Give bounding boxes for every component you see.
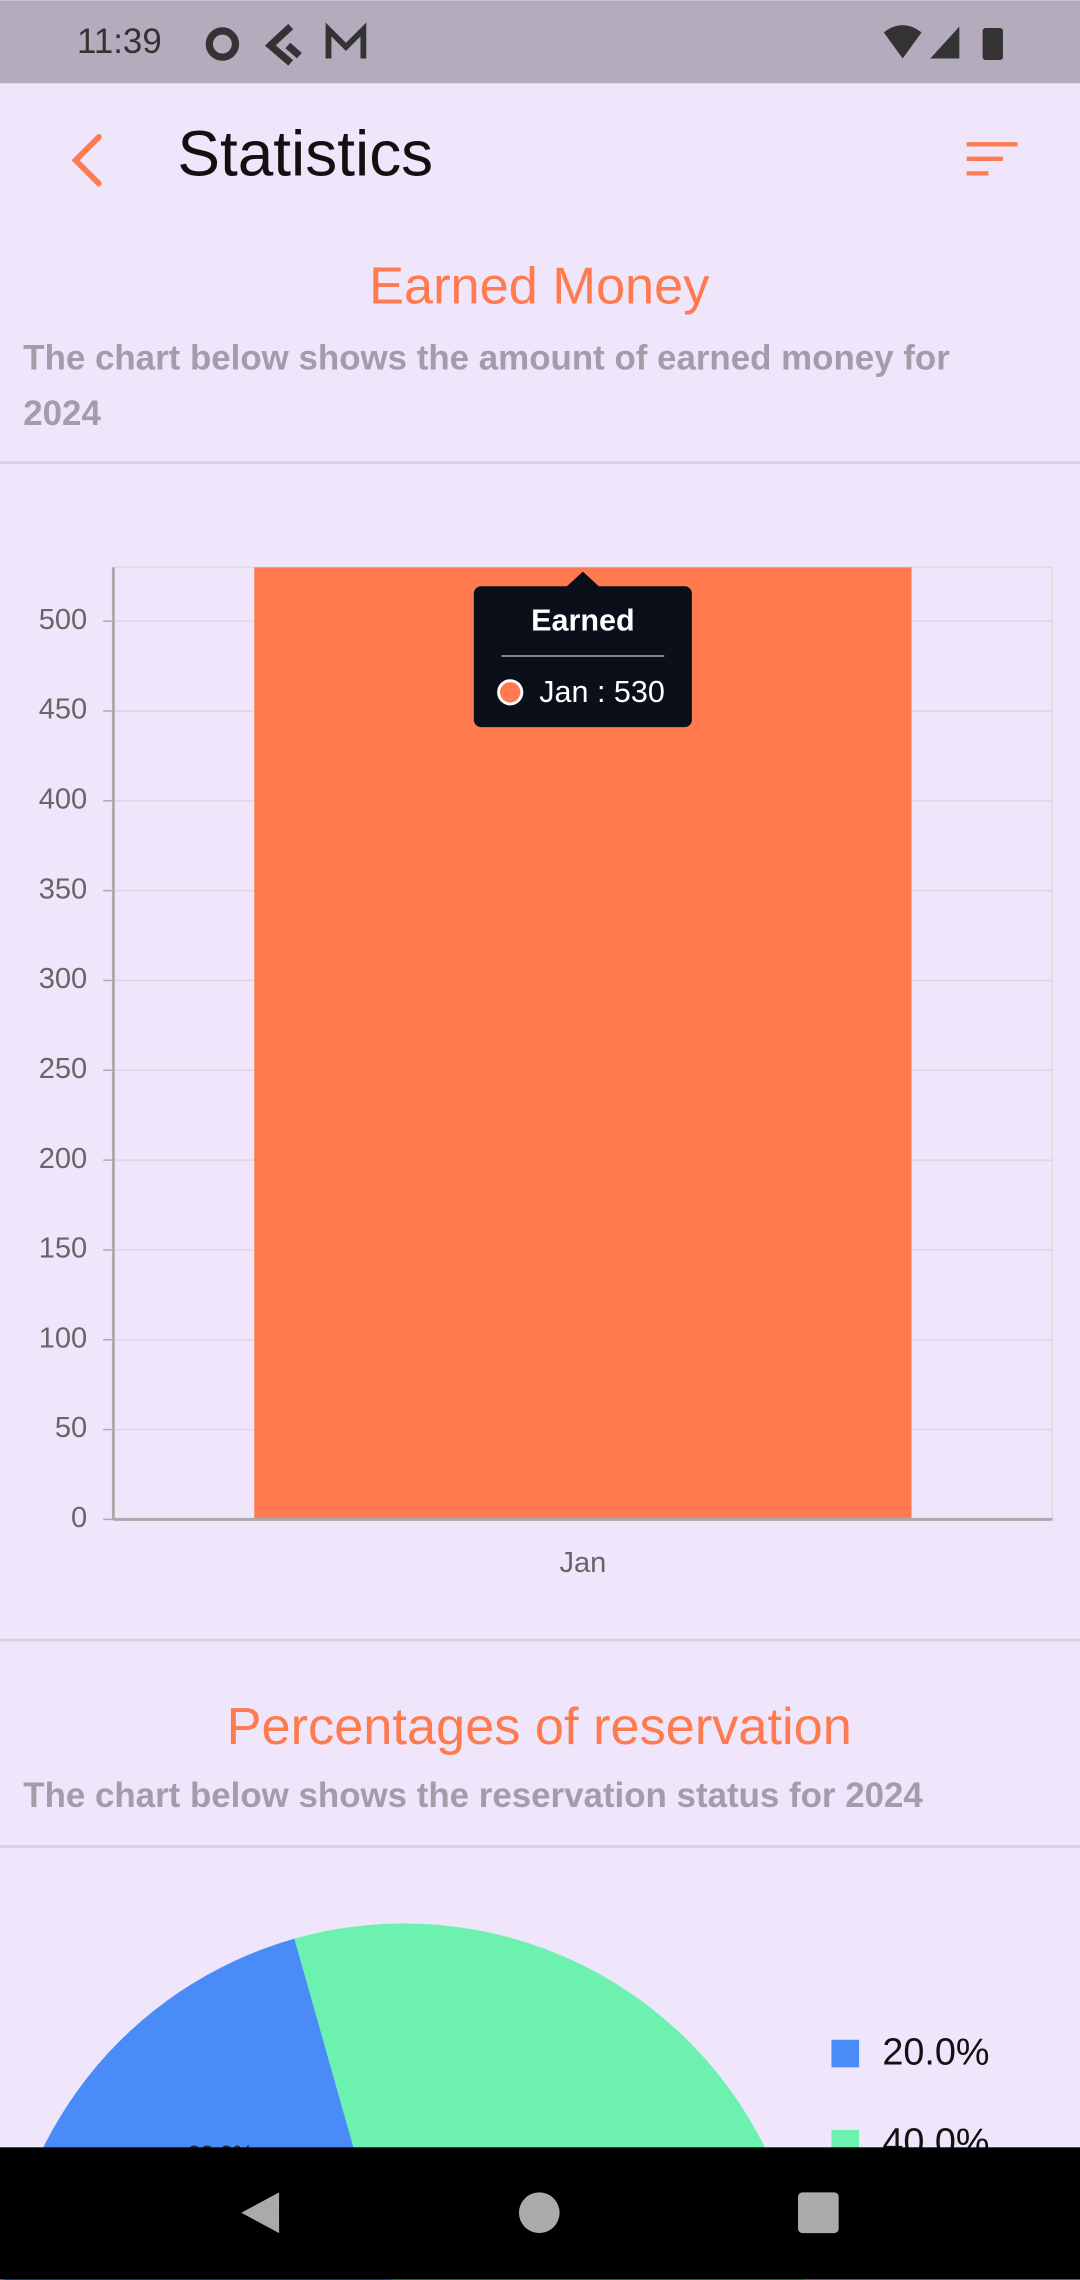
y-tick-label: 250 [39,1053,88,1085]
legend-swatch [831,2039,860,2068]
x-tick-label: Jan [559,1547,606,1579]
y-tick-label: 500 [39,604,88,636]
y-tick-label: 300 [39,963,88,995]
tooltip-arrow [565,571,601,588]
y-tick-label: 50 [55,1412,87,1444]
section-title: Earned Money [369,257,710,315]
y-tick-label: 100 [39,1322,88,1354]
description-text: The chart below shows the reservation st… [23,1776,923,1816]
back-button[interactable] [71,134,102,187]
y-tick-label: 450 [39,694,88,726]
nav-home[interactable] [518,2192,560,2234]
nav-back[interactable] [241,2192,280,2234]
section-description: The chart below shows the amount of earn… [23,339,950,434]
status-time: 11:39 [77,22,162,61]
section-title: Percentages of reservation [227,1698,852,1756]
y-tick-label: 150 [39,1233,88,1265]
y-tick-label: 0 [71,1502,87,1534]
sort-button[interactable] [966,142,1018,176]
y-tick-label: 200 [39,1143,88,1175]
gmail-icon [325,22,367,59]
legend-label: 20.0% [882,2031,989,2073]
y-tick-label: 350 [39,873,88,905]
signal-icon [930,26,960,59]
tooltip: Earned Jan : 530 [473,571,692,728]
description-text: The chart below shows the amount of earn… [23,339,950,434]
app-title: Statistics [177,118,433,190]
section-description: The chart below shows the reservation st… [23,1776,923,1816]
tooltip-marker [497,679,524,706]
settings-icon [205,27,240,61]
battery-icon [982,28,1003,60]
flutter-icon [264,23,302,66]
status-bar [0,0,1080,84]
wifi-icon [883,25,922,59]
y-tick-label: 400 [39,783,88,815]
content: 11:39 Statistics Earned Money The chart … [0,0,1080,1848]
tooltip-title: Earned [531,604,634,638]
nav-recents[interactable] [798,2192,839,2234]
tooltip-label: Jan : 530 [539,675,665,709]
